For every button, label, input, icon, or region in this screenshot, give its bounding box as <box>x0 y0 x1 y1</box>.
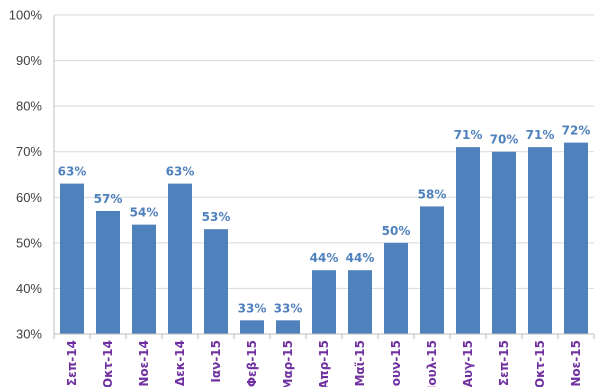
bar <box>312 270 336 334</box>
bar <box>564 142 588 334</box>
x-tick-label: Φεβ-15 <box>245 340 259 387</box>
y-tick-label: 70% <box>16 144 42 159</box>
bar <box>96 210 120 334</box>
x-tick-label: Νοε-14 <box>137 340 151 387</box>
y-tick-label: 50% <box>16 235 42 250</box>
y-tick-label: 90% <box>16 53 42 68</box>
x-tick-label: Οκτ-14 <box>101 340 115 387</box>
data-label: 58% <box>418 187 447 201</box>
x-tick-label: Μαϊ-15 <box>353 340 367 387</box>
data-label: 70% <box>490 133 519 147</box>
bar <box>420 206 444 334</box>
data-label: 53% <box>202 210 231 224</box>
data-label: 63% <box>58 165 87 179</box>
x-tick-label: Νοε-15 <box>569 340 583 387</box>
x-tick-label: Δεκ-14 <box>173 340 187 386</box>
data-label: 33% <box>238 301 267 315</box>
bar <box>456 147 480 334</box>
bar <box>168 183 192 334</box>
x-tick-label: Σεπ-15 <box>497 340 511 386</box>
x-tick-label: Ιαν-15 <box>209 340 223 383</box>
bar <box>384 242 408 334</box>
bar <box>276 320 300 334</box>
data-labels: 63% 57% 54% 63% 53% 33% 33% 44% 44% 50% 58% 71% 70% 7… <box>58 124 591 316</box>
bar <box>204 229 228 334</box>
bar <box>492 151 516 334</box>
data-label: 72% <box>562 124 591 138</box>
data-label: 63% <box>166 165 195 179</box>
data-label: 50% <box>382 224 411 238</box>
data-label: 54% <box>130 206 159 220</box>
bar <box>348 270 372 334</box>
x-tick-label: Σεπ-14 <box>65 340 79 386</box>
y-tick-label: 60% <box>16 190 42 205</box>
bar <box>528 147 552 334</box>
data-label: 57% <box>94 192 123 206</box>
x-axis: Σεπ-14 Οκτ-14 Νοε-14 Δεκ-14 Ιαν-15 Φεβ-15 Μαρ-… <box>53 333 595 387</box>
y-tick-label: 30% <box>16 327 42 342</box>
y-tick-label: 80% <box>16 99 42 114</box>
y-tick-label: 100% <box>9 8 43 23</box>
bar <box>132 224 156 334</box>
data-label: 71% <box>454 128 483 142</box>
data-label: 44% <box>310 251 339 265</box>
x-tick-label: Ιουν-15 <box>389 340 403 387</box>
x-tick-label: Αυγ-15 <box>461 340 475 387</box>
data-label: 33% <box>274 301 303 315</box>
data-label: 44% <box>346 251 375 265</box>
x-tick-label: Ιουλ-15 <box>425 340 439 387</box>
x-tick-label: Μαρ-15 <box>281 340 295 387</box>
y-axis: 30% 40% 50% 60% 70% 80% 90% 100% <box>9 8 55 342</box>
data-label: 71% <box>526 128 555 142</box>
bars <box>60 142 588 334</box>
x-tick-label: Οκτ-15 <box>533 340 547 387</box>
x-tick-label: Απρ-15 <box>317 340 331 387</box>
bar <box>240 320 264 334</box>
bar <box>60 183 84 334</box>
y-tick-label: 40% <box>16 281 42 296</box>
